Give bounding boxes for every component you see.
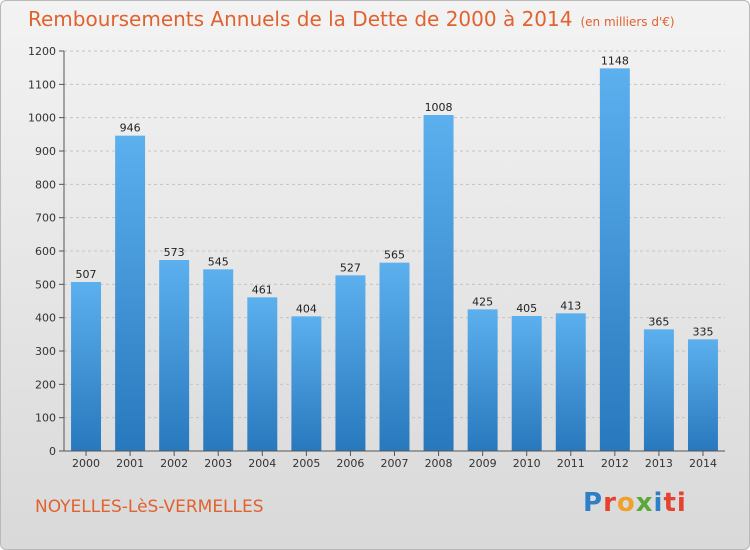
x-tick-label: 2001 xyxy=(116,457,144,470)
bar xyxy=(511,316,542,451)
bar-value-label: 527 xyxy=(340,261,361,274)
y-tick-label: 700 xyxy=(35,212,56,225)
y-tick-label: 200 xyxy=(35,378,56,391)
bar-value-label: 413 xyxy=(560,299,581,312)
y-tick-label: 800 xyxy=(35,178,56,191)
logo-letter: x xyxy=(635,488,654,518)
x-tick-label: 2009 xyxy=(469,457,497,470)
bar xyxy=(555,313,586,451)
x-tick-label: 2011 xyxy=(557,457,585,470)
bar-value-label: 425 xyxy=(472,295,493,308)
commune-name: NOYELLES-LèS-VERMELLES xyxy=(35,497,264,517)
logo-letter: i xyxy=(653,488,664,518)
bar xyxy=(71,282,102,451)
y-tick-label: 1200 xyxy=(28,45,56,58)
x-tick-label: 2004 xyxy=(248,457,276,470)
bar-value-label: 1008 xyxy=(425,101,453,114)
bar xyxy=(467,309,498,451)
chart-title: Remboursements Annuels de la Dette de 20… xyxy=(28,7,675,31)
x-tick-label: 2000 xyxy=(72,457,100,470)
logo-letter: P xyxy=(583,488,604,518)
logo-letter: r xyxy=(603,488,617,518)
y-tick-label: 1000 xyxy=(28,112,56,125)
x-tick-label: 2008 xyxy=(425,457,453,470)
bar-value-label: 461 xyxy=(252,283,273,296)
axes: 0 100 200 300 400 500 600 700 800 900 1000 1100 1200… xyxy=(28,45,725,470)
x-tick-label: 2003 xyxy=(204,457,232,470)
bar xyxy=(159,260,190,451)
bar-value-label: 565 xyxy=(384,249,405,262)
proxiti-logo: Proxiti xyxy=(583,488,687,518)
bar xyxy=(291,316,322,451)
bar xyxy=(687,339,718,451)
bar-value-label: 335 xyxy=(692,325,713,338)
x-tick-label: 2007 xyxy=(381,457,409,470)
bar-value-label: 1148 xyxy=(601,54,629,67)
bar xyxy=(115,135,146,451)
x-tick-label: 2010 xyxy=(513,457,541,470)
y-tick-label: 600 xyxy=(35,245,56,258)
bar xyxy=(423,115,454,451)
bar-value-label: 573 xyxy=(164,246,185,259)
y-tick-label: 300 xyxy=(35,345,56,358)
x-tick-label: 2013 xyxy=(645,457,673,470)
logo-letter: ti xyxy=(663,488,687,518)
bar-value-label: 507 xyxy=(76,268,97,281)
bar xyxy=(203,269,234,451)
y-tick-label: 500 xyxy=(35,278,56,291)
y-tick-label: 1100 xyxy=(28,78,56,91)
bar xyxy=(379,262,410,451)
labels: 507 946 573 545 461 404 527 565 1008 425 405 413 114… xyxy=(76,54,714,338)
bar xyxy=(247,297,278,451)
bar-value-label: 404 xyxy=(296,302,317,315)
bar-value-label: 946 xyxy=(120,122,141,135)
x-tick-label: 2012 xyxy=(601,457,629,470)
y-tick-label: 400 xyxy=(35,312,56,325)
bar-value-label: 545 xyxy=(208,255,229,268)
chart-title-text: Remboursements Annuels de la Dette de 20… xyxy=(28,7,573,31)
bar xyxy=(599,68,630,451)
bar xyxy=(643,329,674,451)
bar-value-label: 405 xyxy=(516,302,537,315)
x-tick-label: 2002 xyxy=(160,457,188,470)
y-tick-label: 900 xyxy=(35,145,56,158)
bars xyxy=(71,68,718,451)
chart-unit: (en milliers d'€) xyxy=(580,15,675,29)
x-tick-label: 2006 xyxy=(336,457,364,470)
bar-value-label: 365 xyxy=(648,315,669,328)
x-tick-label: 2014 xyxy=(689,457,717,470)
y-tick-label: 0 xyxy=(49,445,56,458)
y-tick-label: 100 xyxy=(35,412,56,425)
logo-letter: o xyxy=(616,488,636,518)
x-tick-label: 2005 xyxy=(292,457,320,470)
bar xyxy=(335,275,366,451)
